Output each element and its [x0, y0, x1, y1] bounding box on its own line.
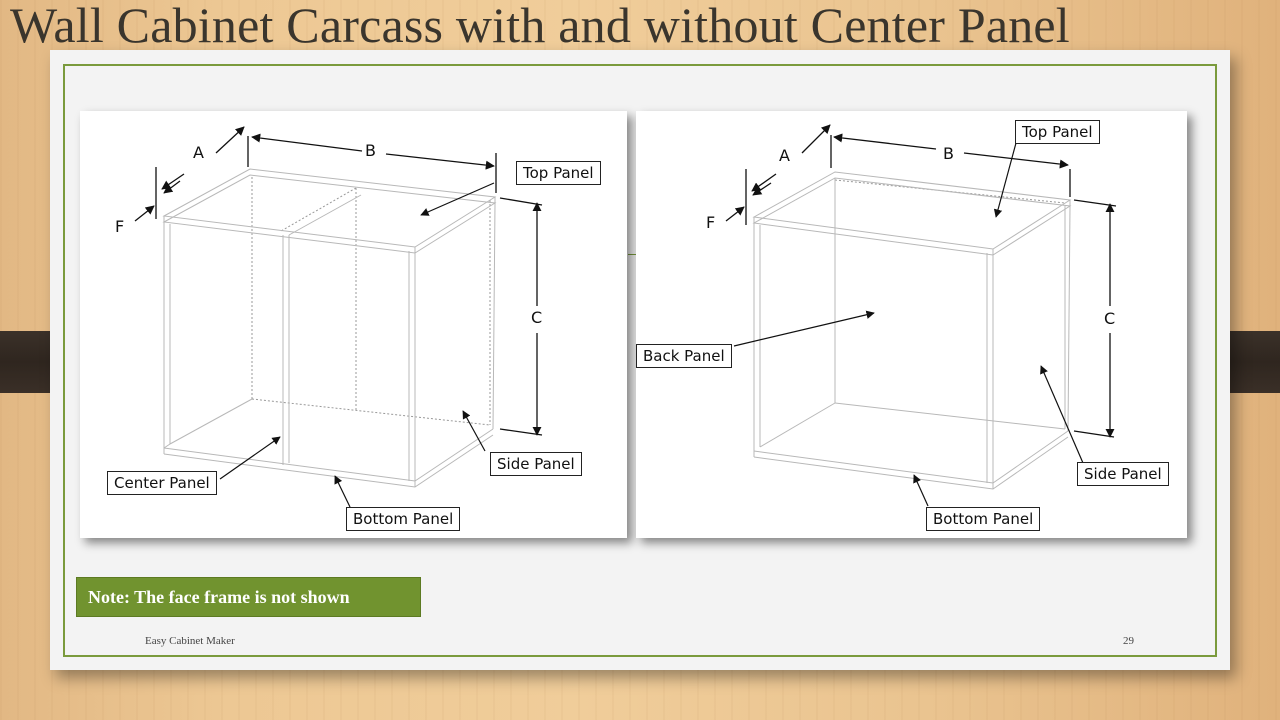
left-side-panel-shape — [753, 223, 836, 451]
dimension-b-label: B — [941, 144, 956, 163]
bottom-panel-callout: Bottom Panel — [346, 507, 461, 531]
left-side-panel-shape — [163, 222, 171, 449]
top-panel-callout: Top Panel — [516, 161, 601, 185]
dimension-a-label: A — [191, 143, 206, 162]
right-side-panel-shape — [986, 205, 1071, 485]
callout-arrows-right — [733, 142, 1084, 507]
slide-paper: A B C F Top Panel Side Panel Center Pane… — [50, 50, 1230, 670]
bottom-panel-callout: Bottom Panel — [926, 507, 1041, 531]
footer-brand: Easy Cabinet Maker — [145, 635, 235, 647]
back-panel-callout: Back Panel — [636, 344, 732, 368]
top-panel-shape — [752, 171, 1072, 256]
cabinet-drawing-left — [134, 126, 543, 508]
bottom-panel-shape — [753, 430, 1069, 490]
cabinet-drawing-right — [725, 124, 1117, 507]
dimension-c-label: C — [1102, 309, 1118, 328]
face-frame-note: Note: The face frame is not shown — [76, 577, 421, 617]
dimension-lines-left — [134, 126, 543, 436]
dimension-a-label: A — [777, 146, 792, 165]
diagram-without-center-panel: A B C F Top Panel Back Panel Side Panel … — [636, 111, 1187, 538]
hidden-back-edges — [834, 179, 1066, 204]
side-panel-callout: Side Panel — [490, 452, 582, 476]
slide-title: Wall Cabinet Carcass with and without Ce… — [10, 0, 1070, 53]
top-panel-callout: Top Panel — [1015, 120, 1100, 144]
center-panel-callout: Center Panel — [107, 471, 217, 495]
green-frame — [63, 64, 1217, 657]
callout-arrows-left — [219, 182, 495, 508]
dimension-f-label: F — [113, 217, 127, 236]
diagram-with-center-panel: A B C F Top Panel Side Panel Center Pane… — [80, 111, 627, 538]
dimension-f-label: F — [704, 213, 718, 232]
center-panel-shape — [282, 194, 362, 465]
dimension-b-label: B — [363, 141, 378, 160]
hidden-back-edges — [251, 177, 491, 426]
top-panel-shape — [162, 168, 497, 254]
dimension-lines-right — [725, 124, 1117, 438]
dimension-c-label: C — [529, 308, 545, 327]
side-panel-callout: Side Panel — [1077, 462, 1169, 486]
green-rule — [628, 254, 640, 255]
page-number: 29 — [1123, 635, 1134, 647]
right-side-panel-shape — [408, 202, 496, 485]
back-panel-shape — [834, 178, 1066, 430]
